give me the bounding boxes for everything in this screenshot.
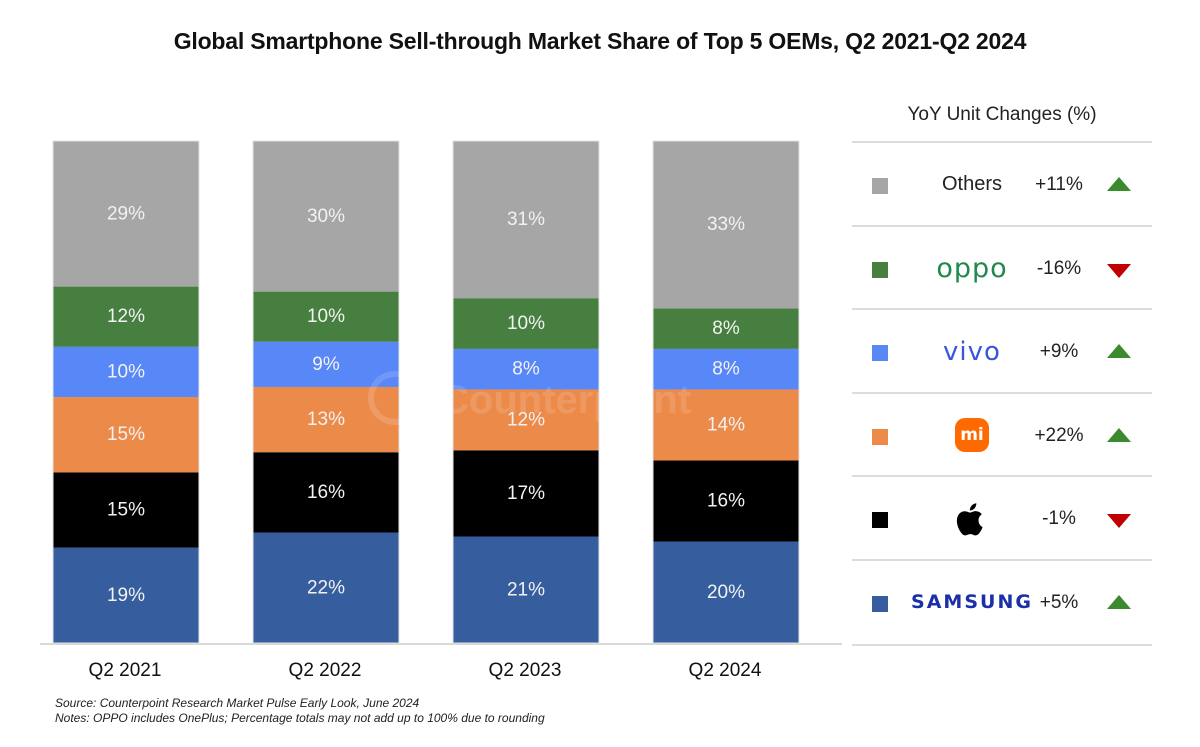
stacked-bar-chart: 19% 15% 15% 10% 12% 29% 22% 16% 13% 9% 10% 30% 21% 17…: [40, 140, 842, 681]
legend-row: SAMSUNG +5%: [852, 558, 1152, 646]
legend-brand-label: Others: [912, 143, 1032, 226]
bar-segment-samsung-q2-2022: [253, 532, 399, 643]
bar-segment-oppo-q2-2023: [453, 298, 599, 349]
data-label: 17%: [507, 483, 545, 504]
data-label: 31%: [507, 209, 545, 230]
yoy-change-value: +11%: [1035, 174, 1083, 195]
rounding-note: Notes: OPPO includes OnePlus; Percentage…: [55, 711, 545, 725]
legend-swatch: [872, 178, 888, 194]
bar-segment-xiaomi-q2-2024: [653, 389, 799, 461]
data-label: 15%: [107, 424, 145, 445]
bar-segment-vivo-q2-2023: [453, 348, 599, 390]
bar-segment-vivo-q2-2022: [253, 341, 399, 387]
yoy-change-value: +5%: [1039, 591, 1079, 613]
triangle-down-icon: [1107, 263, 1131, 278]
data-label: 16%: [307, 482, 345, 503]
yoy-change-value: -16%: [1036, 257, 1082, 279]
bar-segment-xiaomi-q2-2022: [253, 386, 399, 453]
bar-segment-samsung-q2-2021: [53, 547, 199, 643]
data-label: 10%: [507, 313, 545, 334]
data-label: 19%: [107, 585, 145, 606]
brand-label: Others: [941, 173, 1003, 195]
bar-segment-oppo-q2-2024: [653, 308, 799, 349]
xiaomi-logo-icon: mi: [912, 394, 1032, 477]
x-tick-label: Q2 2024: [689, 660, 762, 681]
data-label: 14%: [707, 414, 745, 435]
data-label: 10%: [107, 361, 145, 382]
data-label: 10%: [307, 306, 345, 327]
triangle-up-icon: [1107, 344, 1131, 358]
bar-segment-others-q2-2021: [53, 141, 199, 287]
triangle-up-icon: [1107, 177, 1131, 191]
legend-row: oppo -16%: [852, 224, 1152, 310]
yoy-change-value: +22%: [1034, 424, 1084, 446]
bar-segment-apple-q2-2022: [253, 452, 399, 533]
triangle-up-icon: [1107, 427, 1131, 442]
triangle-down-icon: [1107, 514, 1131, 528]
bar-segment-others-q2-2022: [253, 141, 399, 292]
bar-segment-samsung-q2-2023: [453, 536, 599, 643]
data-label: 30%: [307, 206, 345, 227]
xiaomi-badge: mi: [955, 418, 989, 452]
bar-segment-apple-q2-2023: [453, 450, 599, 537]
legend-row: vivo +9%: [852, 308, 1152, 393]
data-label: 8%: [712, 359, 740, 380]
legend-swatch: [872, 345, 888, 361]
yoy-change-value: -1%: [1042, 508, 1076, 529]
samsung-logo-icon: SAMSUNG: [911, 561, 1033, 644]
bar-segment-apple-q2-2021: [53, 472, 199, 548]
legend-swatch: [872, 512, 888, 528]
data-label: 12%: [507, 409, 545, 430]
bar-segment-apple-q2-2024: [653, 460, 799, 542]
data-label: 33%: [707, 214, 745, 235]
bar-segment-xiaomi-q2-2023: [453, 389, 599, 451]
bar-segment-oppo-q2-2021: [53, 286, 199, 347]
source-note: Source: Counterpoint Research Market Pul…: [55, 696, 420, 710]
samsung-wordmark: SAMSUNG: [911, 591, 1033, 613]
data-label: 22%: [307, 577, 345, 598]
data-label: 15%: [107, 499, 145, 520]
watermark: Counterpoint: [440, 378, 691, 422]
legend-swatch: [872, 428, 888, 445]
bar-segment-others-q2-2024: [653, 141, 799, 309]
apple-glyph: [956, 502, 983, 535]
legend-swatch: [872, 261, 888, 278]
data-label: 16%: [707, 491, 745, 512]
bar-segment-oppo-q2-2022: [253, 291, 399, 342]
watermark-logo-icon: [368, 371, 422, 425]
legend-row: -1%: [852, 475, 1152, 560]
legend-row: mi +22%: [852, 391, 1152, 477]
data-label: 8%: [712, 318, 740, 339]
triangle-up-icon: [1107, 594, 1131, 609]
data-label: 29%: [107, 203, 145, 224]
legend-row: Others +11%: [852, 141, 1152, 226]
legend-swatch: [872, 595, 888, 612]
data-label: 8%: [512, 359, 540, 380]
x-tick-label: Q2 2023: [489, 660, 562, 681]
x-tick-label: Q2 2021: [89, 660, 162, 681]
data-label: 20%: [707, 582, 745, 603]
legend-title: YoY Unit Changes (%): [907, 104, 1097, 125]
yoy-change-value: +9%: [1039, 341, 1079, 362]
bar-segment-samsung-q2-2024: [653, 541, 799, 643]
bar-segment-xiaomi-q2-2021: [53, 397, 199, 473]
x-tick-label: Q2 2022: [289, 660, 362, 681]
oppo-wordmark: oppo: [936, 252, 1008, 284]
vivo-wordmark: vivo: [943, 336, 1001, 367]
data-label: 9%: [312, 354, 340, 375]
oppo-logo-icon: oppo: [912, 227, 1032, 310]
bar-segment-vivo-q2-2024: [653, 348, 799, 390]
footnotes: Source: Counterpoint Research Market Pul…: [55, 696, 545, 726]
data-label: 21%: [507, 579, 545, 600]
vivo-logo-icon: vivo: [912, 310, 1032, 393]
data-label: 13%: [307, 409, 345, 430]
chart-title: Global Smartphone Sell-through Market Sh…: [173, 28, 1027, 54]
apple-logo-icon: [912, 477, 1032, 560]
bar-segment-others-q2-2023: [453, 141, 599, 299]
bar-segment-vivo-q2-2021: [53, 346, 199, 398]
data-label: 12%: [107, 306, 145, 327]
